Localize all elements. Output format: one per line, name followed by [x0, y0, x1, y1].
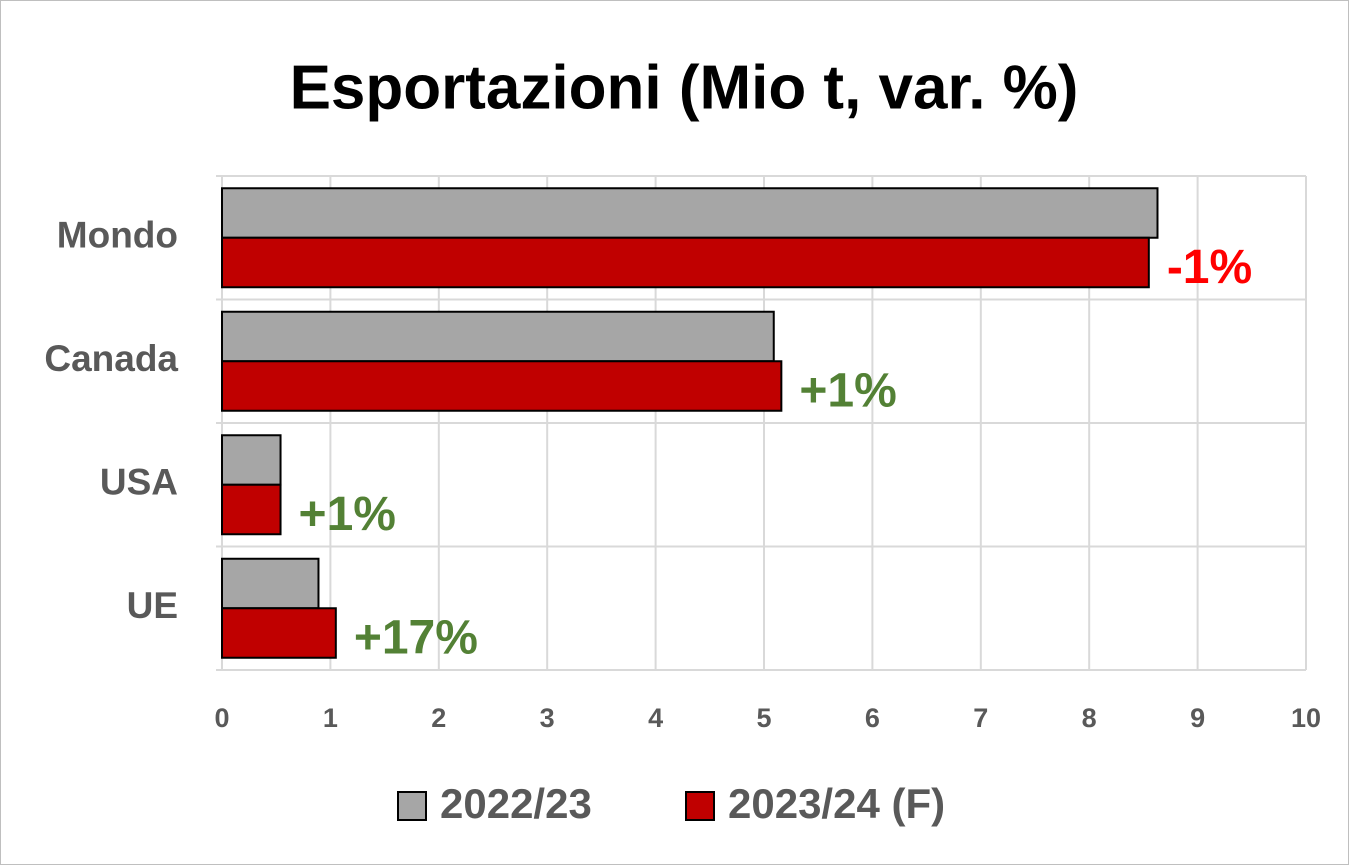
change-annotation: -1%: [1167, 241, 1252, 294]
legend-label: 2023/24 (F): [728, 780, 945, 827]
change-annotation: +17%: [354, 612, 478, 665]
y-tick-label: Canada: [44, 338, 178, 379]
bar: [221, 310, 775, 363]
y-tick-label: UE: [127, 585, 178, 626]
x-tick-label: 1: [323, 703, 338, 733]
x-tick-label: 3: [540, 703, 555, 733]
x-tick-label: 7: [973, 703, 988, 733]
change-annotation: +1%: [299, 488, 396, 541]
x-tick-label: 0: [214, 703, 229, 733]
bar: [221, 557, 320, 610]
x-tick-label: 10: [1291, 703, 1321, 733]
legend-swatch: [685, 791, 715, 821]
x-tick-label: 6: [865, 703, 880, 733]
x-tick-label: 8: [1082, 703, 1097, 733]
bar: [221, 236, 1150, 289]
change-annotation: +1%: [799, 365, 896, 418]
x-tick-label: 2: [431, 703, 446, 733]
bar: [221, 607, 337, 659]
x-tick-label: 9: [1190, 703, 1205, 733]
y-tick-label: Mondo: [57, 215, 178, 256]
bar: [221, 483, 282, 536]
bar: [221, 360, 783, 412]
chart-title: Esportazioni (Mio t, var. %): [290, 53, 1079, 122]
y-tick-label: USA: [100, 462, 178, 503]
bar: [221, 187, 1159, 239]
x-tick-label: 5: [756, 703, 771, 733]
legend-label: 2022/23: [440, 780, 592, 827]
x-tick-label: 4: [648, 703, 663, 733]
legend-swatch: [397, 791, 427, 821]
bar: [221, 434, 282, 486]
